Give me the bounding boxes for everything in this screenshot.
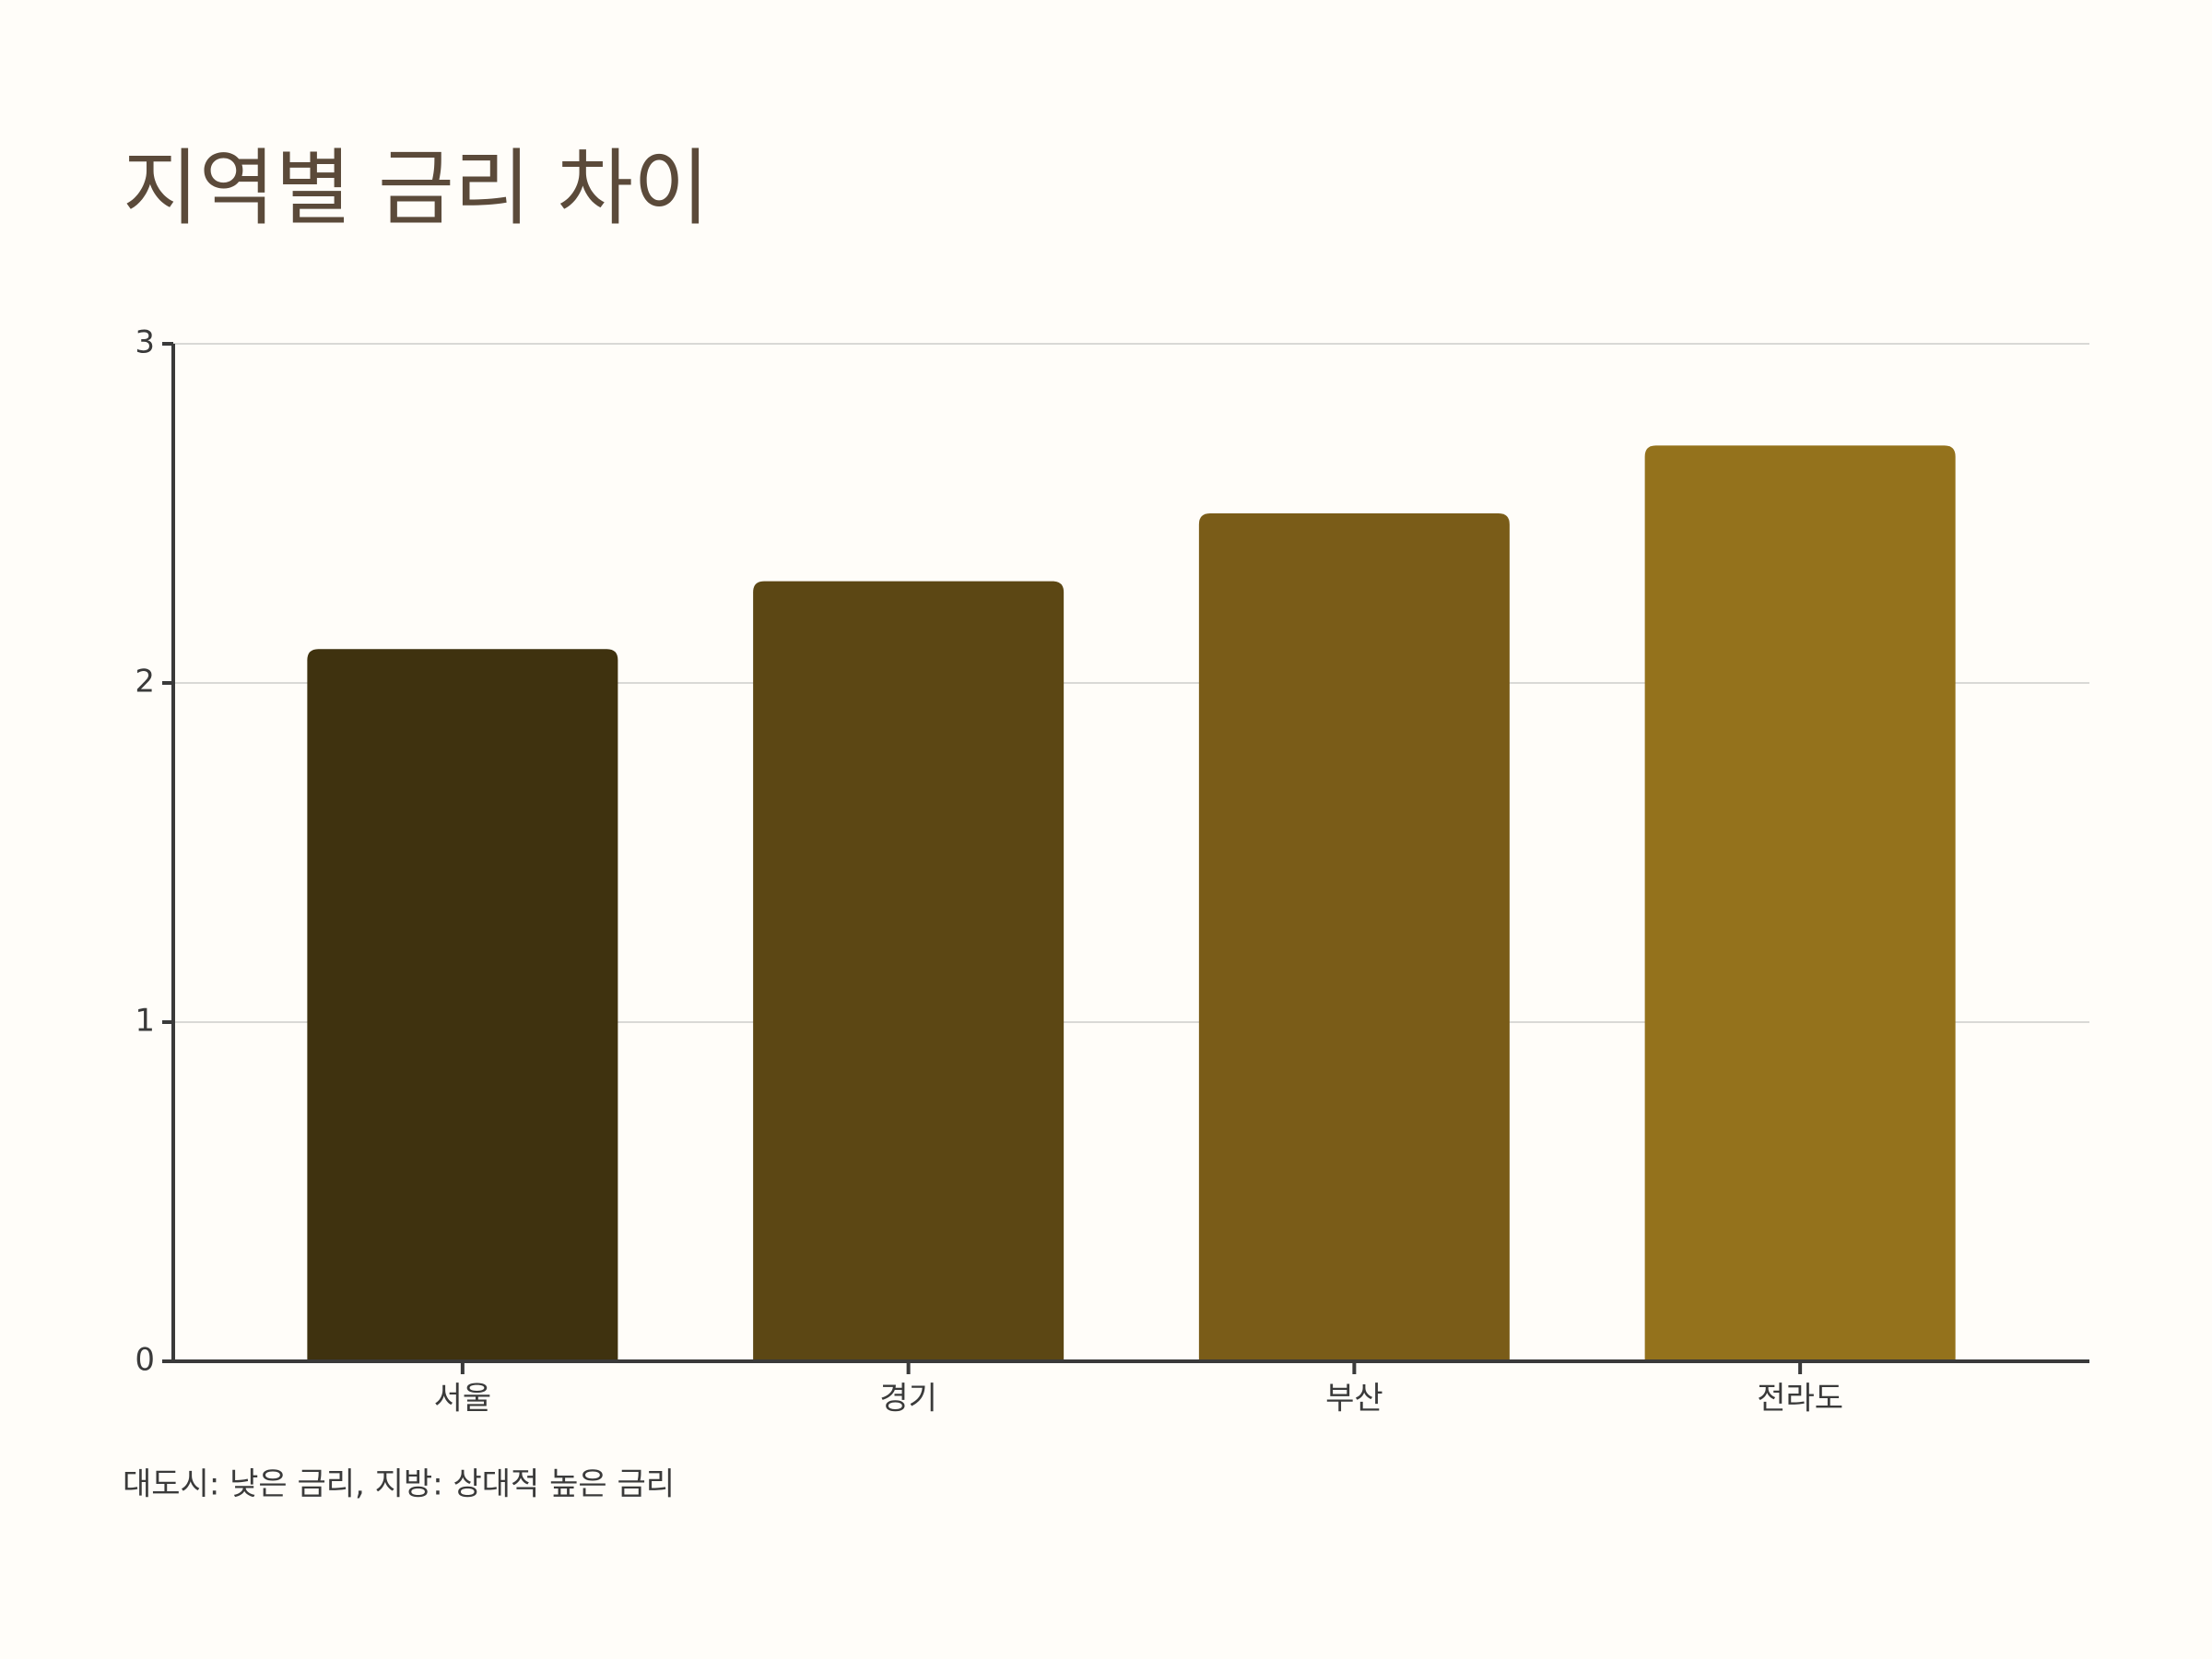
y-tick-label: 3 (135, 324, 155, 361)
x-tick-label: 부산 (1325, 1381, 1383, 1418)
y-tick-label: 2 (135, 664, 155, 700)
bar (307, 649, 618, 1361)
bar (753, 581, 1065, 1361)
x-tick-label: 서울 (434, 1381, 492, 1418)
y-tick-label: 1 (135, 1003, 155, 1040)
bar (1198, 513, 1510, 1361)
x-tick-label: 경기 (879, 1381, 937, 1418)
y-tick-label: 0 (135, 1342, 155, 1379)
footnote: 대도시: 낮은 금리, 지방: 상대적 높은 금리 (123, 1466, 675, 1503)
chart-title: 지역별 금리 차이 (123, 140, 710, 237)
x-tick-label: 전라도 (1757, 1381, 1843, 1418)
bar (1644, 445, 1956, 1361)
